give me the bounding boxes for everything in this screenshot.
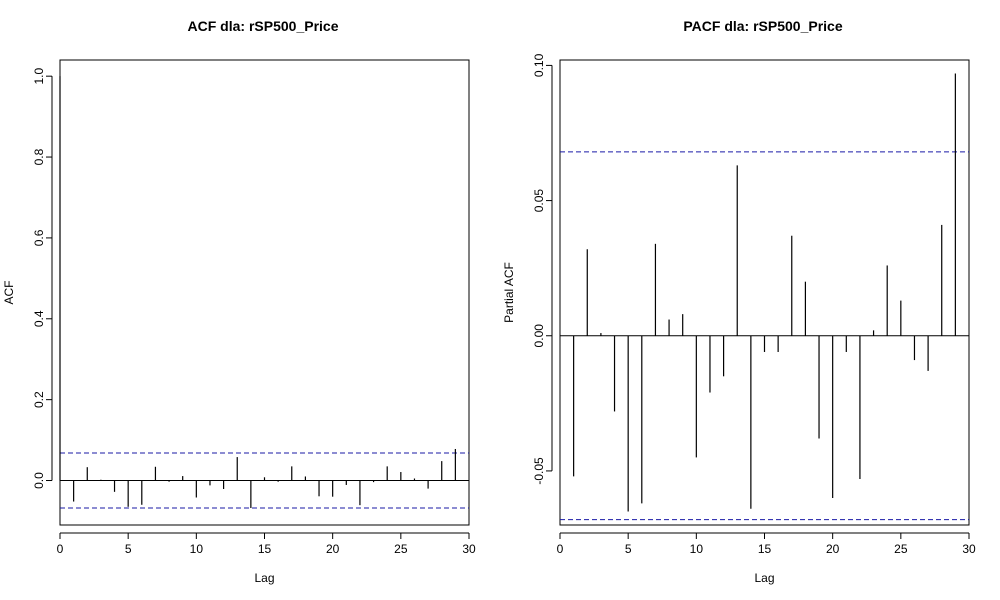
x-tick-label: 5 [625, 542, 632, 556]
y-tick-label: 0.0 [32, 472, 46, 489]
y-tick-label: 0.2 [32, 391, 46, 408]
x-tick-label: 0 [57, 542, 64, 556]
x-tick-label: 25 [894, 542, 908, 556]
chart-title: ACF dla: rSP500_Price [188, 18, 339, 34]
y-axis-label: Partial ACF [502, 262, 516, 323]
acf-plot: ACF dla: rSP500_Price 0 5 10 15 20 25 30 Lag 0.0 0… [2, 18, 476, 585]
y-tick-label: 0.05 [532, 189, 546, 213]
chart-title: PACF dla: rSP500_Price [683, 18, 842, 34]
x-axis-label: Lag [254, 571, 274, 585]
y-tick-label: 0.6 [32, 229, 46, 246]
y-tick-label: 0.10 [532, 53, 546, 77]
y-axis-label: ACF [2, 281, 16, 305]
x-axis-label: Lag [754, 571, 774, 585]
x-tick-label: 20 [326, 542, 340, 556]
y-tick-label: 0.4 [32, 310, 46, 327]
x-tick-label: 10 [690, 542, 704, 556]
pacf-plot: PACF dla: rSP500_Price 0 5 10 15 20 25 30 Lag -0.… [502, 18, 976, 585]
y-tick-label: 1.0 [32, 68, 46, 85]
plot-frame [59, 59, 470, 526]
x-tick-label: 15 [758, 542, 772, 556]
x-tick-label: 30 [462, 542, 476, 556]
x-tick-label: 0 [557, 542, 564, 556]
x-tick-label: 25 [394, 542, 408, 556]
y-tick-label: 0.00 [532, 324, 546, 348]
x-tick-label: 20 [826, 542, 840, 556]
y-tick-label: 0.8 [32, 148, 46, 165]
x-tick-label: 5 [125, 542, 132, 556]
plot-frame [559, 59, 970, 526]
y-tick-label: -0.05 [532, 457, 546, 485]
x-tick-label: 30 [962, 542, 976, 556]
x-tick-label: 15 [258, 542, 272, 556]
x-tick-label: 10 [190, 542, 204, 556]
